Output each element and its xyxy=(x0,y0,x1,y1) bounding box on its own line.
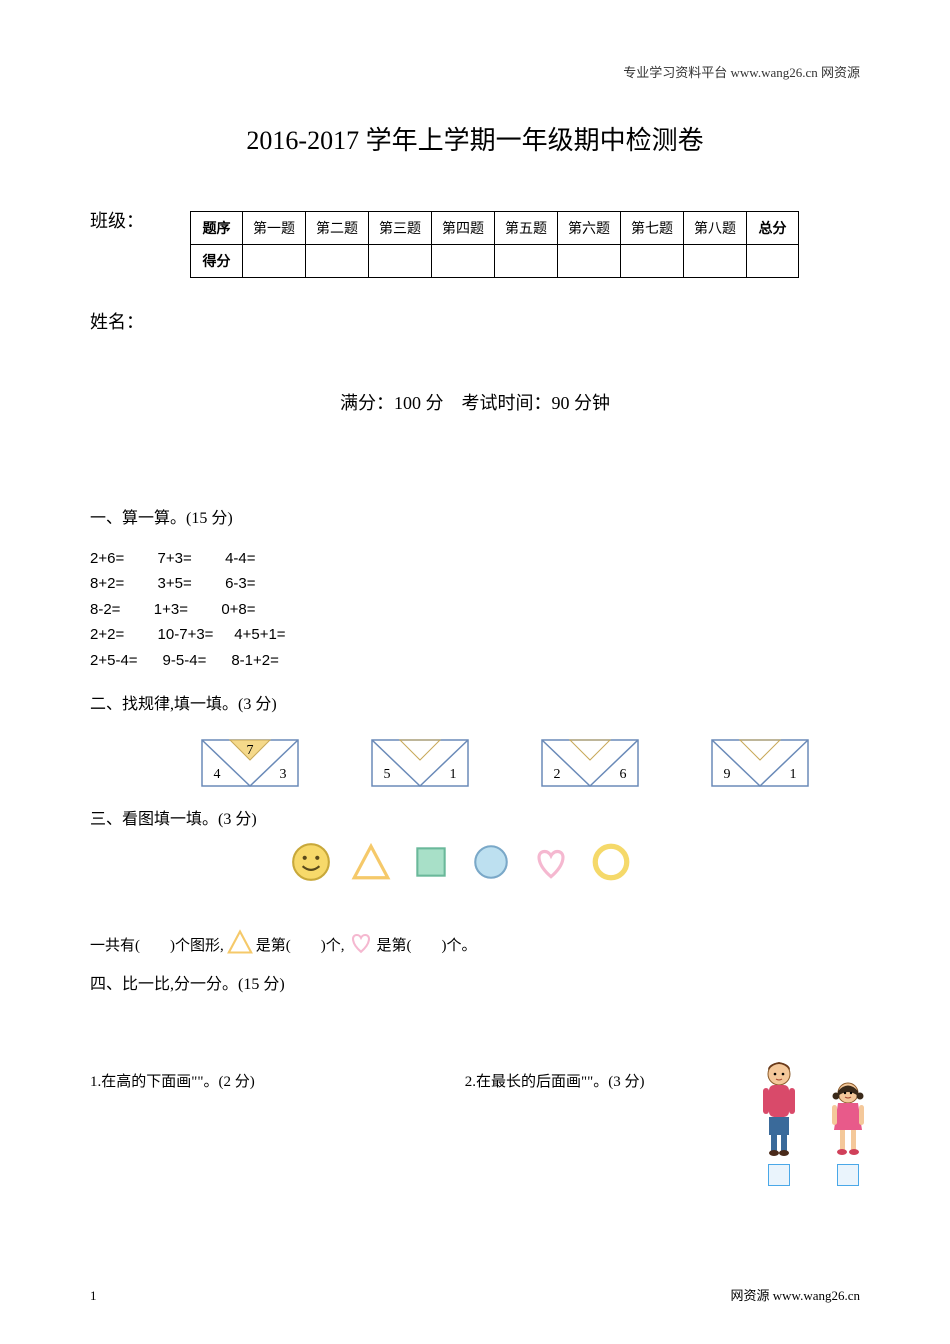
svg-text:9: 9 xyxy=(724,767,731,782)
checkbox-tall[interactable] xyxy=(768,1164,790,1186)
exam-info: 满分：100 分 考试时间：90 分钟 xyxy=(90,389,860,415)
triangle-icon xyxy=(350,841,392,888)
q3-part: 是第( )个。 xyxy=(377,934,477,955)
score-cell[interactable] xyxy=(495,245,558,278)
score-cell[interactable] xyxy=(621,245,684,278)
page-title: 2016-2017 学年上学期一年级期中检测卷 xyxy=(90,120,860,157)
score-header-cell: 第二题 xyxy=(306,212,369,245)
pattern-row: 7 4 3 5 1 2 6 9 1 xyxy=(200,738,860,788)
score-header-cell: 第一题 xyxy=(243,212,306,245)
triangle-icon xyxy=(226,928,254,961)
kids-illustration xyxy=(754,1060,870,1186)
score-header-cell: 第六题 xyxy=(558,212,621,245)
score-table-score-row: 得分 xyxy=(191,245,799,278)
score-header-cell: 第八题 xyxy=(684,212,747,245)
calc-row: 2+5-4= 9-5-4= 8-1+2= xyxy=(90,648,860,674)
score-header-cell: 题序 xyxy=(191,212,243,245)
calc-row: 2+2= 10-7+3= 4+5+1= xyxy=(90,622,860,648)
score-cell[interactable] xyxy=(558,245,621,278)
kid-short xyxy=(826,1080,870,1186)
calc-grid: 2+6= 7+3= 4-4= 8+2= 3+5= 6-3= 8-2= 1+3= … xyxy=(90,546,860,674)
page-number: 1 xyxy=(90,1288,97,1304)
calc-row: 2+6= 7+3= 4-4= xyxy=(90,546,860,572)
svg-text:5: 5 xyxy=(384,767,391,782)
ring-icon xyxy=(590,841,632,888)
svg-text:2: 2 xyxy=(554,767,561,782)
header-source: 专业学习资料平台 www.wang26.cn 网资源 xyxy=(623,62,860,81)
svg-text:4: 4 xyxy=(214,767,221,782)
pattern-box: 5 1 xyxy=(370,738,470,788)
section-3-title: 三、看图填一填。(3 分) xyxy=(90,806,860,835)
section-3-question: 一共有( )个图形, 是第( )个, 是第( )个。 xyxy=(90,928,860,961)
section-1-title: 一、算一算。(15 分) xyxy=(90,505,860,534)
score-table: 题序第一题第二题第三题第四题第五题第六题第七题第八题总分 得分 xyxy=(190,211,799,278)
section-4-q2: 2.在最长的后面画""。(3 分) xyxy=(465,1070,645,1091)
svg-text:7: 7 xyxy=(247,743,254,758)
score-cell[interactable] xyxy=(747,245,799,278)
pattern-box: 7 4 3 xyxy=(200,738,300,788)
score-header-cell: 第五题 xyxy=(495,212,558,245)
score-cell[interactable] xyxy=(306,245,369,278)
calc-row: 8-2= 1+3= 0+8= xyxy=(90,597,860,623)
kid-tall xyxy=(754,1060,804,1186)
smiley-icon xyxy=(290,841,332,888)
score-table-header-row: 题序第一题第二题第三题第四题第五题第六题第七题第八题总分 xyxy=(191,212,799,245)
score-header-cell: 第三题 xyxy=(369,212,432,245)
section-4-title: 四、比一比,分一分。(15 分) xyxy=(90,971,860,1000)
svg-text:1: 1 xyxy=(790,767,797,782)
svg-text:1: 1 xyxy=(450,767,457,782)
square-icon xyxy=(410,841,452,888)
svg-text:3: 3 xyxy=(280,767,287,782)
svg-text:6: 6 xyxy=(620,767,627,782)
checkbox-short[interactable] xyxy=(837,1164,859,1186)
heart-icon xyxy=(530,841,572,888)
section-4-q1: 1.在高的下面画""。(2 分) xyxy=(90,1070,255,1091)
score-header-cell: 总分 xyxy=(747,212,799,245)
calc-row: 8+2= 3+5= 6-3= xyxy=(90,571,860,597)
shape-row xyxy=(290,841,860,888)
footer-source: 网资源 www.wang26.cn xyxy=(731,1285,861,1304)
circle-icon xyxy=(470,841,512,888)
heart-icon xyxy=(347,928,375,961)
score-cell[interactable] xyxy=(684,245,747,278)
pattern-box: 9 1 xyxy=(710,738,810,788)
name-label: 姓名： xyxy=(90,308,860,334)
q3-part: 是第( )个, xyxy=(256,934,345,955)
score-cell[interactable] xyxy=(369,245,432,278)
q3-part: 一共有( )个图形, xyxy=(90,934,224,955)
section-2-title: 二、找规律,填一填。(3 分) xyxy=(90,691,860,720)
score-header-cell: 第七题 xyxy=(621,212,684,245)
score-row-label: 得分 xyxy=(191,245,243,278)
score-header-cell: 第四题 xyxy=(432,212,495,245)
score-cell[interactable] xyxy=(243,245,306,278)
score-cell[interactable] xyxy=(432,245,495,278)
pattern-box: 2 6 xyxy=(540,738,640,788)
